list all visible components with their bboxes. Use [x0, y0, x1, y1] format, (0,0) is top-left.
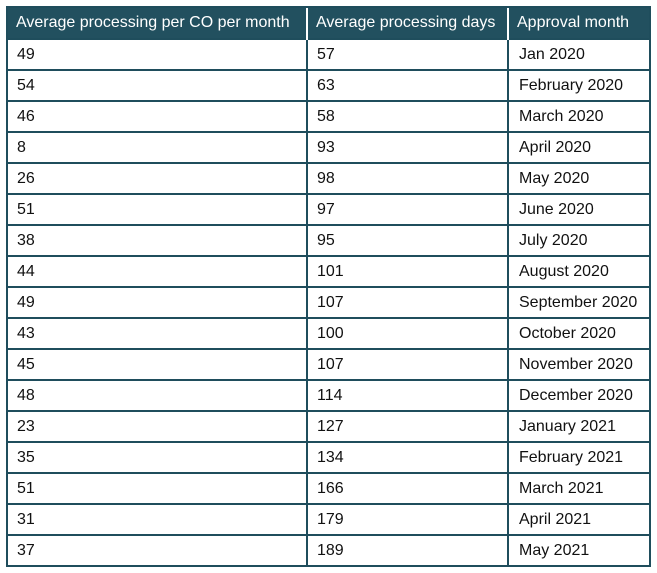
cell-avg-processing-days: 58	[306, 100, 508, 132]
cell-avg-processing-per-co: 49	[8, 38, 307, 70]
cell-avg-processing-per-co: 37	[8, 534, 307, 565]
cell-approval-month: March 2021	[507, 472, 649, 504]
cell-avg-processing-days: 166	[306, 472, 508, 504]
cell-avg-processing-days: 95	[306, 224, 508, 256]
cell-avg-processing-days: 189	[306, 534, 508, 565]
cell-avg-processing-per-co: 51	[8, 472, 307, 504]
table-row: 49 57 Jan 2020	[8, 38, 649, 70]
header-avg-processing-days: Average processing days	[306, 8, 508, 39]
table-body: 49 57 Jan 2020 54 63 February 2020 46 58 March 2…	[8, 38, 649, 565]
cell-approval-month: July 2020	[507, 224, 649, 256]
cell-approval-month: August 2020	[507, 255, 649, 287]
cell-avg-processing-days: 63	[306, 69, 508, 101]
cell-avg-processing-days: 93	[306, 131, 508, 163]
table-row: 45 107 November 2020	[8, 348, 649, 380]
table-row: 31 179 April 2021	[8, 503, 649, 535]
cell-approval-month: April 2021	[507, 503, 649, 535]
cell-approval-month: February 2021	[507, 441, 649, 473]
table-row: 8 93 April 2020	[8, 131, 649, 163]
table-row: 43 100 October 2020	[8, 317, 649, 349]
header-approval-month: Approval month	[507, 8, 649, 39]
cell-approval-month: June 2020	[507, 193, 649, 225]
table-row: 44 101 August 2020	[8, 255, 649, 287]
cell-avg-processing-per-co: 31	[8, 503, 307, 535]
table-row: 49 107 September 2020	[8, 286, 649, 318]
table-row: 51 166 March 2021	[8, 472, 649, 504]
cell-avg-processing-per-co: 38	[8, 224, 307, 256]
cell-avg-processing-per-co: 23	[8, 410, 307, 442]
table-row: 51 97 June 2020	[8, 193, 649, 225]
cell-approval-month: December 2020	[507, 379, 649, 411]
cell-avg-processing-days: 127	[306, 410, 508, 442]
cell-avg-processing-per-co: 26	[8, 162, 307, 194]
cell-approval-month: November 2020	[507, 348, 649, 380]
table-header: Average processing per CO per month Aver…	[8, 8, 649, 39]
table-row: 23 127 January 2021	[8, 410, 649, 442]
cell-avg-processing-per-co: 46	[8, 100, 307, 132]
cell-approval-month: April 2020	[507, 131, 649, 163]
header-row: Average processing per CO per month Aver…	[8, 8, 649, 39]
cell-approval-month: January 2021	[507, 410, 649, 442]
table-row: 38 95 July 2020	[8, 224, 649, 256]
cell-avg-processing-days: 98	[306, 162, 508, 194]
cell-avg-processing-per-co: 54	[8, 69, 307, 101]
cell-avg-processing-days: 97	[306, 193, 508, 225]
cell-avg-processing-days: 107	[306, 348, 508, 380]
cell-avg-processing-per-co: 43	[8, 317, 307, 349]
cell-approval-month: October 2020	[507, 317, 649, 349]
cell-approval-month: May 2020	[507, 162, 649, 194]
cell-avg-processing-per-co: 35	[8, 441, 307, 473]
cell-avg-processing-days: 134	[306, 441, 508, 473]
header-avg-processing-per-co: Average processing per CO per month	[8, 8, 307, 39]
cell-approval-month: September 2020	[507, 286, 649, 318]
processing-table: Average processing per CO per month Aver…	[8, 8, 649, 565]
cell-avg-processing-days: 101	[306, 255, 508, 287]
cell-avg-processing-per-co: 49	[8, 286, 307, 318]
cell-avg-processing-days: 107	[306, 286, 508, 318]
table-row: 37 189 May 2021	[8, 534, 649, 565]
cell-avg-processing-per-co: 51	[8, 193, 307, 225]
table-row: 54 63 February 2020	[8, 69, 649, 101]
cell-avg-processing-days: 179	[306, 503, 508, 535]
cell-avg-processing-days: 100	[306, 317, 508, 349]
cell-avg-processing-days: 57	[306, 38, 508, 70]
table-row: 48 114 December 2020	[8, 379, 649, 411]
cell-approval-month: May 2021	[507, 534, 649, 565]
data-table-frame: Average processing per CO per month Aver…	[6, 6, 651, 567]
table-row: 46 58 March 2020	[8, 100, 649, 132]
cell-approval-month: March 2020	[507, 100, 649, 132]
cell-avg-processing-per-co: 48	[8, 379, 307, 411]
cell-avg-processing-days: 114	[306, 379, 508, 411]
cell-approval-month: Jan 2020	[507, 38, 649, 70]
table-row: 35 134 February 2021	[8, 441, 649, 473]
table-row: 26 98 May 2020	[8, 162, 649, 194]
cell-avg-processing-per-co: 44	[8, 255, 307, 287]
cell-approval-month: February 2020	[507, 69, 649, 101]
cell-avg-processing-per-co: 45	[8, 348, 307, 380]
cell-avg-processing-per-co: 8	[8, 131, 307, 163]
